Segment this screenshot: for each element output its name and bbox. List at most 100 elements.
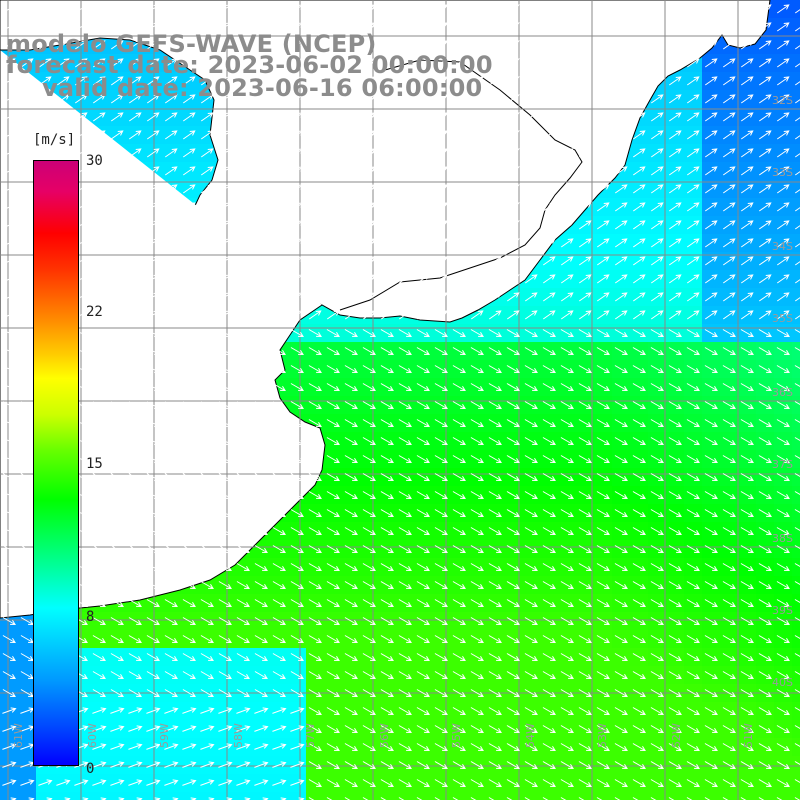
wind-arrow — [452, 256, 466, 266]
wind-arrow — [434, 491, 448, 500]
wind-arrow — [362, 112, 376, 122]
wind-arrow — [272, 527, 286, 536]
wind-arrow — [2, 635, 16, 644]
wind-arrow — [632, 329, 646, 338]
wind-arrow — [164, 419, 178, 428]
wind-arrow — [200, 635, 214, 644]
wind-arrow — [578, 509, 592, 518]
wind-arrow — [308, 797, 319, 800]
wind-arrow — [326, 707, 340, 716]
wind-arrow — [416, 491, 430, 500]
colorbar-tick-15: 15 — [86, 456, 103, 472]
wind-arrow — [236, 202, 250, 212]
wind-arrow — [704, 689, 718, 698]
wind-arrow — [632, 76, 646, 86]
wind-arrow — [146, 76, 160, 86]
wind-arrow — [308, 545, 322, 554]
wind-arrow — [416, 130, 430, 140]
wind-arrow — [218, 329, 232, 338]
wind-arrow — [182, 419, 196, 428]
wind-arrow — [542, 166, 556, 176]
wind-arrow — [182, 653, 196, 662]
wind-arrow — [524, 563, 538, 572]
wind-arrow — [164, 581, 178, 590]
wind-arrow — [560, 148, 574, 158]
wind-arrow — [614, 22, 628, 32]
wind-arrow — [110, 419, 124, 428]
wind-arrow — [110, 166, 124, 176]
wind-arrow — [380, 22, 394, 32]
wind-arrow — [794, 207, 800, 212]
wind-arrow — [632, 509, 646, 518]
wind-arrow — [128, 743, 143, 750]
wind-arrow — [704, 401, 718, 410]
wind-arrow — [146, 184, 160, 194]
wind-arrow — [380, 166, 394, 176]
wind-arrow — [416, 40, 430, 50]
wind-arrow — [128, 689, 142, 698]
wind-arrow — [506, 329, 520, 338]
wind-arrow — [308, 617, 322, 626]
wind-arrow — [326, 563, 340, 572]
wind-arrow — [290, 94, 304, 104]
wind-arrow — [326, 112, 340, 122]
wind-arrow — [326, 401, 340, 410]
wind-arrow — [308, 473, 322, 482]
wind-arrow — [722, 707, 736, 716]
wind-arrow — [416, 527, 430, 536]
wind-arrow — [146, 40, 160, 50]
wind-arrow — [326, 509, 340, 518]
wind-cell — [144, 792, 162, 800]
wind-arrow — [560, 725, 574, 734]
wind-cell — [684, 792, 702, 800]
wind-arrow — [758, 274, 772, 284]
wind-arrow — [254, 166, 268, 176]
lat-label: 36S — [772, 386, 793, 399]
wind-arrow — [740, 76, 754, 86]
wind-arrow — [452, 491, 466, 500]
wind-cell — [36, 792, 54, 800]
wind-arrow — [524, 166, 538, 176]
wind-arrow — [164, 761, 179, 768]
wind-arrow — [254, 58, 268, 68]
wind-arrow — [110, 202, 124, 212]
wind-arrow — [110, 184, 124, 194]
wind-arrow — [758, 184, 772, 194]
wind-arrow — [722, 184, 736, 194]
wind-arrow — [2, 76, 16, 86]
wind-arrow — [488, 347, 502, 356]
wind-arrow — [686, 509, 700, 518]
wind-arrow — [470, 509, 484, 518]
wind-arrow — [254, 545, 268, 554]
wind-arrow — [2, 94, 16, 104]
wind-arrow — [164, 527, 178, 536]
wind-arrow — [218, 40, 232, 50]
wind-arrow — [380, 779, 394, 788]
wind-arrow — [380, 617, 394, 626]
lon-label: 52W — [670, 723, 683, 748]
wind-arrow — [776, 617, 790, 626]
wind-arrow — [20, 148, 34, 158]
wind-arrow — [308, 274, 322, 284]
wind-arrow — [758, 58, 772, 68]
wind-arrow — [578, 292, 592, 302]
wind-arrow — [758, 4, 772, 14]
wind-cell — [306, 792, 324, 800]
lat-label: 38S — [772, 532, 793, 545]
wind-arrow — [344, 112, 358, 122]
wind-arrow — [362, 365, 376, 374]
wind-arrow — [704, 40, 718, 50]
wind-arrow — [218, 725, 233, 732]
wind-arrow — [164, 455, 178, 464]
wind-arrow — [272, 383, 286, 392]
wind-arrow — [326, 256, 340, 266]
wind-arrow — [128, 473, 142, 482]
wind-arrow — [380, 76, 394, 86]
wind-arrow — [596, 653, 610, 662]
wind-arrow — [686, 76, 700, 86]
wind-arrow — [236, 130, 250, 140]
wind-arrow — [542, 383, 556, 392]
wind-arrow — [668, 527, 682, 536]
wind-cell — [792, 720, 800, 738]
wind-arrow — [344, 707, 358, 716]
